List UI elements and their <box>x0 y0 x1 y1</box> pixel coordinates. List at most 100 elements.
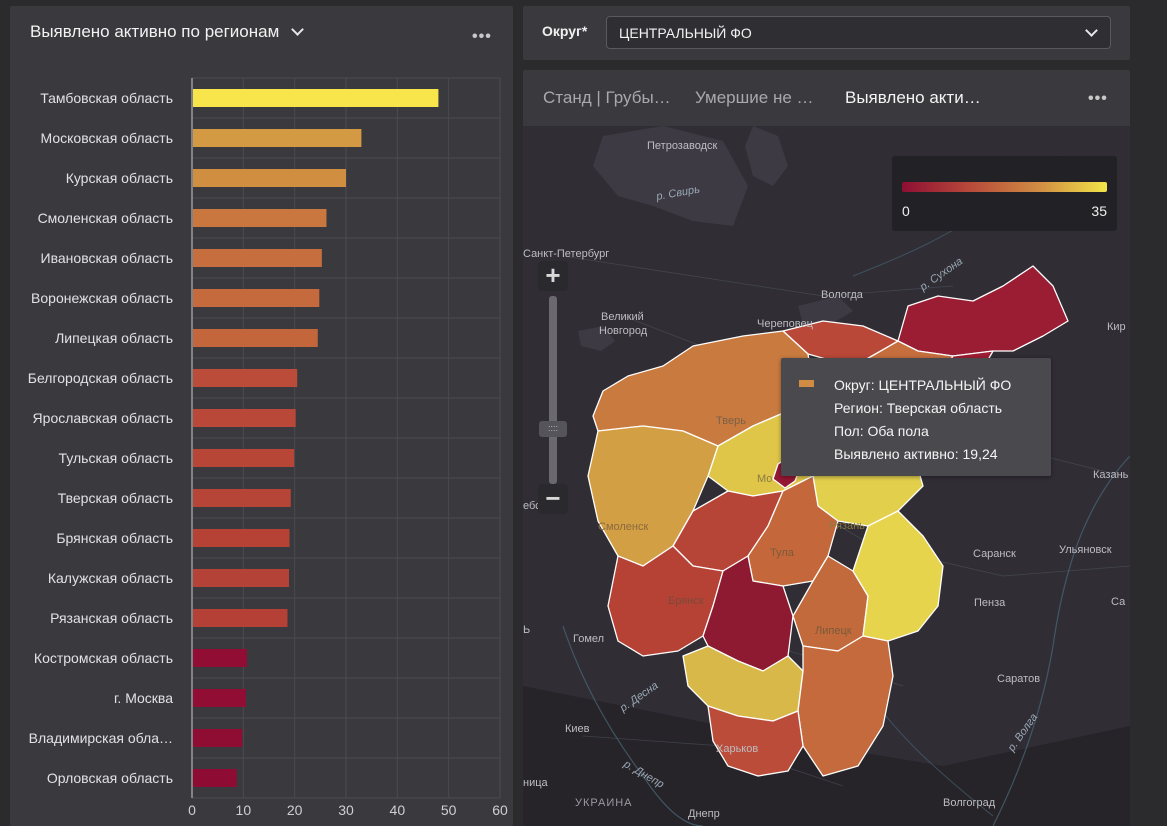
bar[interactable] <box>193 209 327 227</box>
more-menu-icon[interactable]: ••• <box>472 28 492 45</box>
river-dnieper <box>562 625 704 826</box>
region-tambov[interactable] <box>852 510 944 642</box>
color-legend: 0 35 <box>892 156 1117 231</box>
legend-min: 0 <box>902 203 910 219</box>
city-label: Рязань <box>829 520 865 532</box>
x-tick-label: 60 <box>492 802 508 818</box>
x-tick-label: 50 <box>441 802 457 818</box>
city-label: ница <box>523 777 549 789</box>
city-label: Са <box>1111 596 1126 608</box>
city-label: Пенза <box>974 597 1006 609</box>
city-label: Волгоград <box>943 797 996 809</box>
city-label: Тверь <box>716 415 746 427</box>
city-label: Мо <box>757 473 772 485</box>
category-label: Ивановская область <box>41 250 173 266</box>
city-label: Ь <box>523 624 530 636</box>
city-label: Ульяновск <box>1059 544 1112 556</box>
category-label: Костромская область <box>34 650 173 666</box>
bar-chart: 0 10 20 30 40 50 60 Тамбовская область Московска… <box>28 77 508 818</box>
bar[interactable] <box>193 169 346 187</box>
city-label: Саратов <box>997 673 1040 685</box>
bar[interactable] <box>193 529 290 547</box>
category-label: Воронежская область <box>31 290 173 306</box>
tooltip-sex: Пол: Оба пола <box>834 423 929 439</box>
chart-title: Выявлено активно по регионам <box>30 22 280 41</box>
bar[interactable] <box>193 129 362 147</box>
tab-stand[interactable]: Станд | Грубы… <box>543 88 671 107</box>
zoom-in-button[interactable]: + <box>538 261 568 291</box>
filter-panel: Округ* ЦЕНТРАЛЬНЫЙ ФО <box>523 6 1130 60</box>
bar[interactable] <box>193 289 320 307</box>
okrug-select-value: ЦЕНТРАЛЬНЫЙ ФО <box>619 25 752 41</box>
zoom-slider-handle[interactable]: :::: <box>539 421 567 437</box>
city-label: Новгород <box>599 325 648 337</box>
tooltip-value: Выявлено активно: 19,24 <box>834 446 998 462</box>
bar[interactable] <box>193 449 295 467</box>
category-label: Тамбовская область <box>40 90 173 106</box>
city-label: Вологда <box>821 289 864 301</box>
region-yaroslavl[interactable] <box>782 320 899 362</box>
region-voronezh[interactable] <box>797 635 894 777</box>
city-label: Смоленск <box>598 521 648 533</box>
city-label: Тула <box>770 547 795 559</box>
lake-ladoga <box>593 126 748 226</box>
tab-deceased[interactable]: Умершие не … <box>695 88 814 107</box>
city-label: Харьков <box>716 743 758 755</box>
bar[interactable] <box>193 769 237 787</box>
bar[interactable] <box>193 89 439 107</box>
more-menu-icon[interactable]: ••• <box>1088 90 1108 107</box>
category-label: Тульская область <box>59 450 173 466</box>
city-label: Гомел <box>573 633 604 645</box>
map-canvas[interactable]: Петрозаводск р. Свирь Санкт-Петербург Ве… <box>523 126 1130 826</box>
city-label: Кир <box>1107 321 1126 333</box>
lake-rybinsk <box>798 296 853 326</box>
zoom-out-button[interactable]: − <box>538 484 568 514</box>
city-label: Днепр <box>688 808 720 820</box>
bar[interactable] <box>193 329 318 347</box>
category-label: Липецкая область <box>55 330 173 346</box>
category-label: Белгородская область <box>28 370 173 386</box>
bar[interactable] <box>193 409 296 427</box>
choropleth-map: Петрозаводск р. Свирь Санкт-Петербург Ве… <box>523 126 1130 826</box>
okrug-select[interactable]: ЦЕНТРАЛЬНЫЙ ФО <box>606 16 1111 49</box>
city-label: Санкт-Петербург <box>523 248 609 260</box>
chevron-down-icon <box>1085 24 1098 37</box>
bar[interactable] <box>193 729 243 747</box>
bar[interactable] <box>193 649 247 667</box>
bar[interactable] <box>193 489 291 507</box>
category-label: Орловская область <box>47 770 173 786</box>
category-label: г. Москва <box>114 690 173 706</box>
chart-panel: Выявлено активно по регионам ••• 0 10 20 30… <box>10 6 513 826</box>
river-volga <box>992 455 1130 826</box>
tooltip-okrug: Округ: ЦЕНТРАЛЬНЫЙ ФО <box>834 377 1012 393</box>
x-tick-label: 30 <box>338 802 354 818</box>
category-label: Смоленская область <box>38 210 173 226</box>
bar[interactable] <box>193 609 288 627</box>
river-label: р. Сухона <box>917 255 965 294</box>
city-label: Череповец <box>757 318 814 330</box>
zoom-slider-track[interactable] <box>549 296 557 484</box>
bar[interactable] <box>193 569 290 587</box>
map-tooltip: Округ: ЦЕНТРАЛЬНЫЙ ФО Регион: Тверская о… <box>781 358 1051 476</box>
legend-max: 35 <box>1091 203 1107 219</box>
city-label: Саранск <box>973 548 1016 560</box>
city-label: Петрозаводск <box>647 140 717 152</box>
legend-gradient <box>902 182 1107 192</box>
city-label: Киев <box>565 723 590 735</box>
tab-detected[interactable]: Выявлено акти… <box>845 88 981 107</box>
x-tick-label: 10 <box>236 802 252 818</box>
bar[interactable] <box>193 249 322 267</box>
category-label: Московская область <box>41 130 173 146</box>
region-belgorod[interactable] <box>707 705 804 777</box>
x-tick-label: 0 <box>188 802 196 818</box>
lake-onega <box>745 126 788 186</box>
regions-layer <box>587 265 1069 777</box>
chart-title-dropdown[interactable]: Выявлено активно по регионам <box>30 22 305 42</box>
country-label: УКРАИНА <box>575 797 633 809</box>
category-label: Калужская область <box>48 570 173 586</box>
city-label: Липецк <box>815 625 852 637</box>
bar[interactable] <box>193 369 298 387</box>
bar[interactable] <box>193 689 246 707</box>
x-tick-label: 20 <box>287 802 303 818</box>
map-tabs: Станд | Грубы… Умершие не … Выявлено акт… <box>523 70 1130 126</box>
